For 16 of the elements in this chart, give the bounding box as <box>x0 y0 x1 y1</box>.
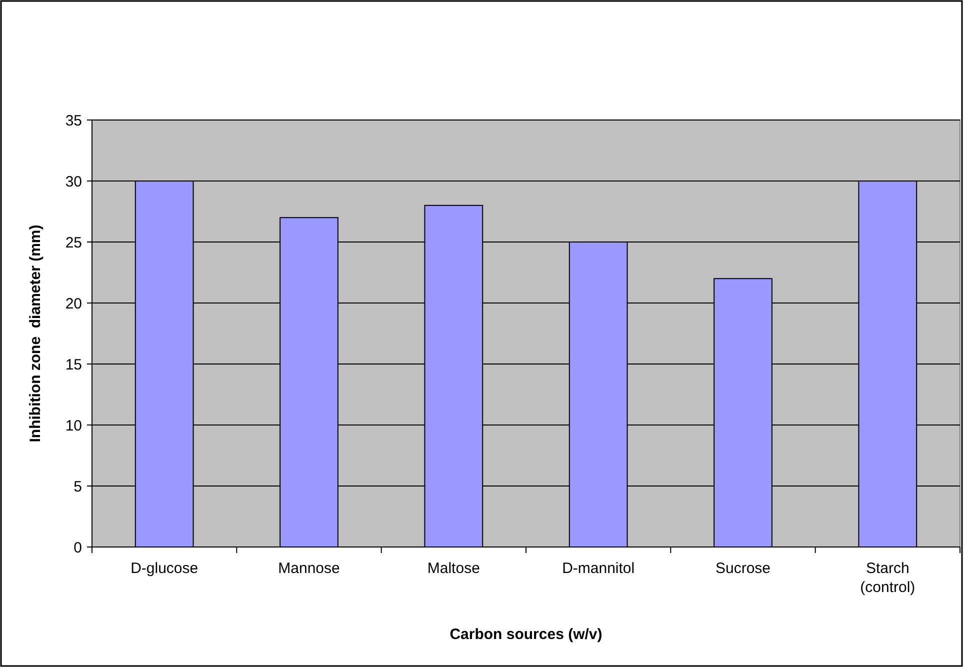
x-tick-label: Starch (control) <box>860 560 916 596</box>
y-tick-label: 10 <box>65 417 82 434</box>
y-tick-label: 30 <box>65 173 82 190</box>
y-tick-label: 15 <box>65 356 82 374</box>
x-axis-title: Carbon sources (w/v) <box>450 626 602 643</box>
x-tick-label: Sucrose <box>715 560 771 577</box>
y-tick-label: 0 <box>74 539 82 556</box>
y-tick-label: 5 <box>74 478 82 496</box>
x-tick-label: D-mannitol <box>562 560 635 577</box>
y-axis-title: Inhibition zone diameter (mm) <box>27 224 44 442</box>
y-tick-label: 35 <box>65 112 82 130</box>
x-tick-label: D-glucose <box>130 560 198 577</box>
x-tick-label: Mannose <box>278 560 340 577</box>
x-tick-label: Maltose <box>427 560 480 577</box>
y-tick-label: 25 <box>65 234 82 252</box>
y-tick-label: 20 <box>65 295 82 312</box>
